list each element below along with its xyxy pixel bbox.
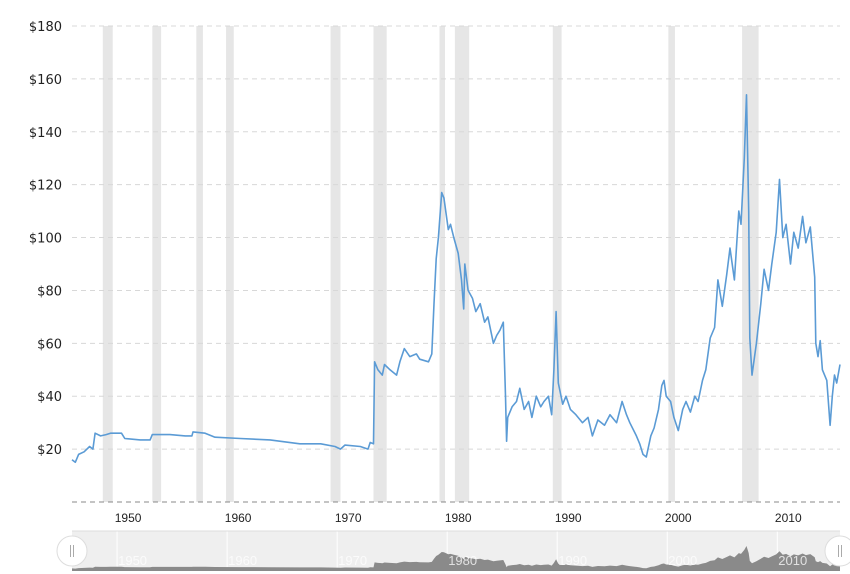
- y-tick-label: $40: [37, 390, 62, 405]
- x-tick-label: 1970: [335, 511, 362, 525]
- gridlines: [72, 25, 840, 503]
- recession-band: [373, 26, 387, 502]
- y-tick-label: $20: [37, 443, 62, 458]
- x-tick-label: 1960: [225, 511, 252, 525]
- recession-band: [102, 26, 113, 502]
- recession-band: [152, 26, 162, 502]
- recession-band: [439, 26, 445, 502]
- navigator-tick-label: 1980: [448, 553, 477, 568]
- price-series-line: [71, 94, 841, 464]
- navigator-left-handle[interactable]: [56, 535, 88, 567]
- recession-band: [330, 26, 341, 502]
- x-tick-label: 2010: [775, 511, 802, 525]
- y-tick-label: $100: [29, 232, 62, 247]
- navigator-tick-label: 1990: [558, 553, 587, 568]
- navigator-tick-label: 1970: [338, 553, 367, 568]
- navigator-tick-label: 1950: [118, 553, 147, 568]
- navigator-series-area: [72, 546, 840, 571]
- y-tick-label: $80: [37, 284, 62, 299]
- recession-band: [454, 26, 470, 502]
- recession-bands: [102, 26, 759, 502]
- recession-band: [742, 26, 759, 502]
- y-axis: $20 $40 $60 $80 $100 $120 $140 $160 $180: [29, 20, 62, 458]
- navigator-tick-label: 2000: [668, 553, 697, 568]
- recession-band: [226, 26, 234, 502]
- recession-band: [552, 26, 562, 502]
- y-tick-label: $120: [29, 179, 62, 194]
- x-tick-label: 1990: [555, 511, 582, 525]
- navigator-tick-label: 1960: [228, 553, 257, 568]
- recession-band: [668, 26, 675, 502]
- recession-band: [196, 26, 203, 502]
- y-tick-label: $180: [29, 20, 62, 35]
- x-tick-label: 1950: [115, 511, 142, 525]
- x-axis: 1950 1960 1970 1980 1990 2000 2010: [115, 511, 802, 525]
- y-tick-label: $140: [29, 126, 62, 141]
- navigator-tick-label: 2010: [778, 553, 807, 568]
- x-tick-label: 1980: [445, 511, 472, 525]
- y-tick-label: $60: [37, 337, 62, 352]
- navigator-right-handle[interactable]: [824, 535, 850, 567]
- navigator[interactable]: 1950 1960 1970 1980 1990 2000 2010: [56, 530, 850, 571]
- x-tick-label: 2000: [665, 511, 692, 525]
- y-tick-label: $160: [29, 73, 62, 88]
